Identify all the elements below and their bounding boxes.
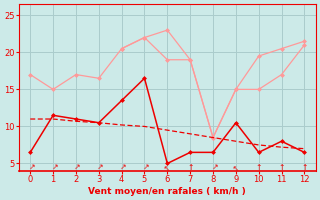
Text: ↑: ↑ [208,162,219,173]
Text: ↑: ↑ [25,162,36,173]
Text: ↑: ↑ [187,163,193,172]
Text: ↑: ↑ [139,162,150,173]
X-axis label: Vent moyen/en rafales ( km/h ): Vent moyen/en rafales ( km/h ) [88,187,246,196]
Text: ↑: ↑ [93,162,104,173]
Text: ↑: ↑ [230,162,241,173]
Text: ↑: ↑ [278,163,285,172]
Text: ↑: ↑ [48,162,59,173]
Text: ↑: ↑ [256,163,262,172]
Text: ↑: ↑ [116,162,127,173]
Text: ↑: ↑ [301,163,308,172]
Text: ↑: ↑ [70,162,81,173]
Text: ↑: ↑ [162,162,173,173]
